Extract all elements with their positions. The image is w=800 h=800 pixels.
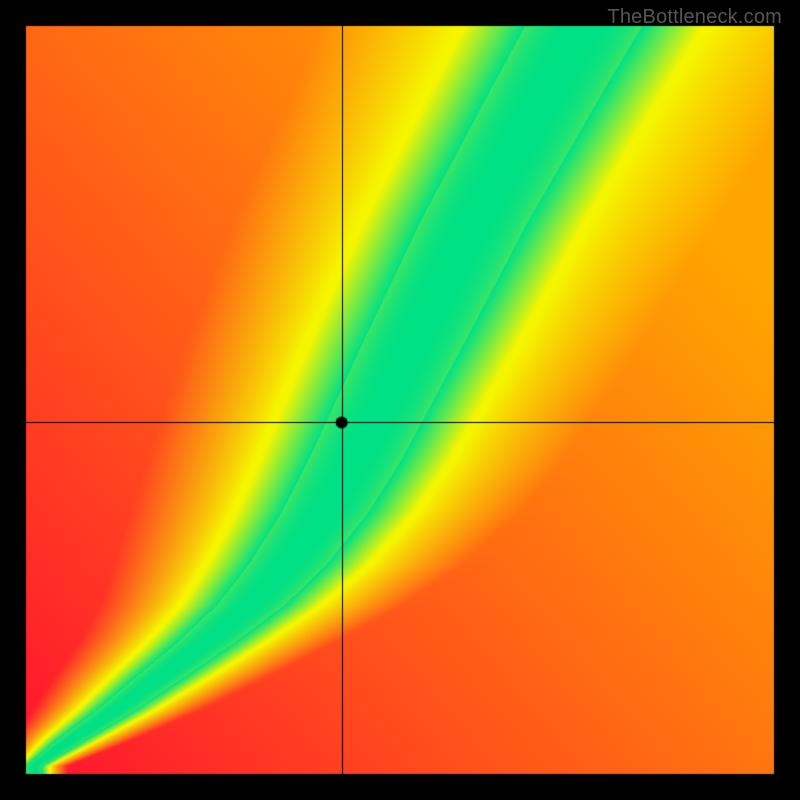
watermark-text: TheBottleneck.com xyxy=(607,6,782,29)
chart-container: TheBottleneck.com xyxy=(0,0,800,800)
heatmap-canvas xyxy=(0,0,800,800)
